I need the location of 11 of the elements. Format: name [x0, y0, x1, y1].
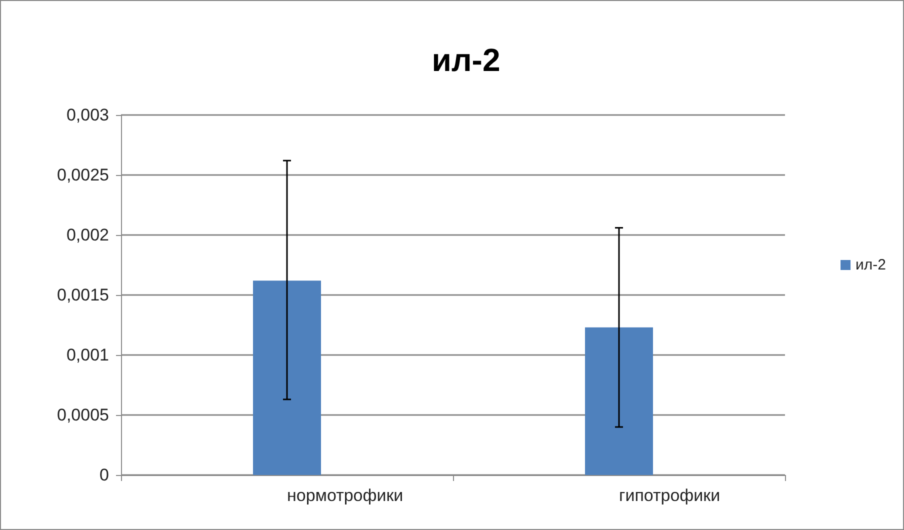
- y-tick-label: 0,0005: [57, 406, 109, 424]
- y-tick-label: 0,0015: [57, 286, 109, 304]
- y-tick-label: 0: [100, 466, 109, 484]
- y-tick-label: 0,0025: [57, 166, 109, 184]
- y-tick-label: 0,003: [66, 106, 109, 124]
- x-tick-label: гипотрофики: [619, 486, 720, 505]
- chart-title: ил-2: [432, 42, 500, 78]
- legend-label: ил-2: [856, 256, 886, 274]
- y-tick-label: 0,002: [66, 226, 109, 244]
- x-tick-label: нормотрофики: [287, 486, 404, 505]
- y-tick-label: 0,001: [66, 346, 109, 364]
